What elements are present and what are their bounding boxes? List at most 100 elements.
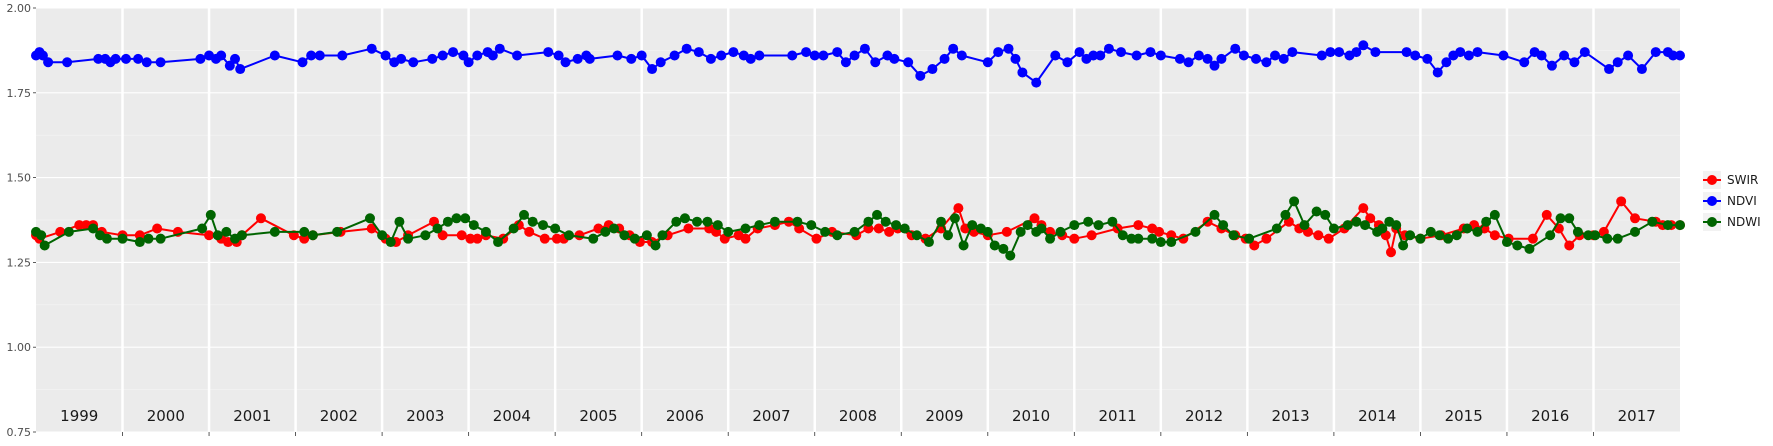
data-point-ndwi <box>1036 223 1047 234</box>
data-point-ndwi <box>1572 226 1583 237</box>
data-point-swir <box>152 223 163 234</box>
data-point-ndwi <box>101 233 112 244</box>
data-point-ndvi <box>1216 53 1227 64</box>
data-point-ndvi <box>705 53 716 64</box>
data-point-swir <box>437 230 448 241</box>
data-point-ndwi <box>550 223 561 234</box>
data-point-ndwi <box>608 223 619 234</box>
data-point-ndvi <box>1031 77 1042 88</box>
data-point-ndvi <box>1334 47 1345 58</box>
data-point-ndvi <box>840 57 851 68</box>
data-point-ndvi <box>408 57 419 68</box>
data-point-ndvi <box>832 47 843 58</box>
data-point-swir <box>472 233 483 244</box>
data-point-ndvi <box>487 50 498 61</box>
data-point-ndvi <box>647 64 658 75</box>
data-point-ndvi <box>1003 43 1014 54</box>
data-point-ndvi <box>859 43 870 54</box>
data-point-ndwi <box>377 230 388 241</box>
data-point-swir <box>1001 226 1012 237</box>
data-point-ndwi <box>432 223 443 234</box>
data-point-ndvi <box>1261 57 1272 68</box>
data-point-ndwi <box>1126 233 1137 244</box>
data-point-ndwi <box>936 216 947 227</box>
data-point-ndwi <box>1360 220 1371 231</box>
data-point-ndvi <box>1238 50 1249 61</box>
data-point-ndwi <box>1228 230 1239 241</box>
data-point-ndwi <box>212 230 223 241</box>
data-point-ndwi <box>1415 233 1426 244</box>
data-point-ndvi <box>1010 53 1021 64</box>
data-point-ndvi <box>133 53 144 64</box>
data-point-ndvi <box>1145 47 1156 58</box>
data-point-ndvi <box>1278 53 1289 64</box>
data-point-ndvi <box>37 50 48 61</box>
data-point-swir <box>539 233 550 244</box>
data-point-ndwi <box>1564 213 1575 224</box>
year-separators <box>121 8 1595 432</box>
data-point-ndvi <box>993 47 1004 58</box>
data-point-swir <box>1541 209 1552 220</box>
data-point-ndvi <box>235 64 246 75</box>
data-point-ndvi <box>1498 50 1509 61</box>
data-point-ndwi <box>1675 220 1685 231</box>
year-label: 2012 <box>1185 407 1223 425</box>
data-point-ndvi <box>463 57 474 68</box>
data-point-ndvi <box>553 50 564 61</box>
year-label: 2003 <box>406 407 444 425</box>
data-point-ndwi <box>769 216 780 227</box>
data-point-ndwi <box>657 230 668 241</box>
data-point-swir <box>1069 233 1080 244</box>
data-point-ndwi <box>1602 233 1613 244</box>
data-point-ndwi <box>863 216 874 227</box>
data-point-ndvi <box>1088 50 1099 61</box>
data-point-ndvi <box>870 57 881 68</box>
data-point-ndvi <box>1463 50 1474 61</box>
data-point-ndvi <box>1103 43 1114 54</box>
data-point-ndwi <box>619 230 630 241</box>
data-point-ndwi <box>1451 230 1462 241</box>
data-point-ndvi <box>1559 50 1570 61</box>
data-point-ndwi <box>989 240 1000 251</box>
data-point-ndvi <box>155 57 166 68</box>
data-point-ndvi <box>314 50 325 61</box>
data-point-ndwi <box>1462 223 1473 234</box>
data-point-ndwi <box>1391 220 1402 231</box>
data-point-ndwi <box>942 230 953 241</box>
data-point-swir <box>1630 213 1641 224</box>
legend-label: NDWI <box>1727 215 1761 229</box>
data-point-ndwi <box>205 209 216 220</box>
data-point-ndwi <box>1117 230 1128 241</box>
year-label: 2011 <box>1098 407 1136 425</box>
data-point-ndvi <box>1650 47 1661 58</box>
data-point-swir <box>456 230 467 241</box>
data-point-ndvi <box>1569 57 1580 68</box>
data-point-ndvi <box>62 57 73 68</box>
data-point-ndvi <box>1202 53 1213 64</box>
legend-item-ndwi: NDWI <box>1703 213 1761 231</box>
data-point-ndwi <box>519 209 530 220</box>
data-point-ndwi <box>269 226 280 237</box>
data-point-ndwi <box>143 233 154 244</box>
data-point-ndvi <box>560 57 571 68</box>
data-point-ndwi <box>1472 226 1483 237</box>
data-point-swir <box>1616 196 1627 207</box>
data-point-ndwi <box>1166 237 1177 248</box>
data-point-ndwi <box>899 223 910 234</box>
data-point-ndvi <box>1074 47 1085 58</box>
data-point-ndvi <box>1579 47 1590 58</box>
data-point-ndvi <box>1155 50 1166 61</box>
data-point-ndwi <box>332 226 343 237</box>
data-point-ndvi <box>1546 60 1557 71</box>
data-point-ndvi <box>494 43 505 54</box>
data-point-ndvi <box>1316 50 1327 61</box>
data-point-ndwi <box>493 237 504 248</box>
y-tick-label: 1.25 <box>7 256 32 269</box>
year-label: 2013 <box>1272 407 1310 425</box>
data-point-ndvi <box>681 43 692 54</box>
data-point-swir <box>1029 213 1040 224</box>
data-point-swir <box>1261 233 1272 244</box>
data-point-ndwi <box>117 233 128 244</box>
data-point-ndwi <box>832 230 843 241</box>
